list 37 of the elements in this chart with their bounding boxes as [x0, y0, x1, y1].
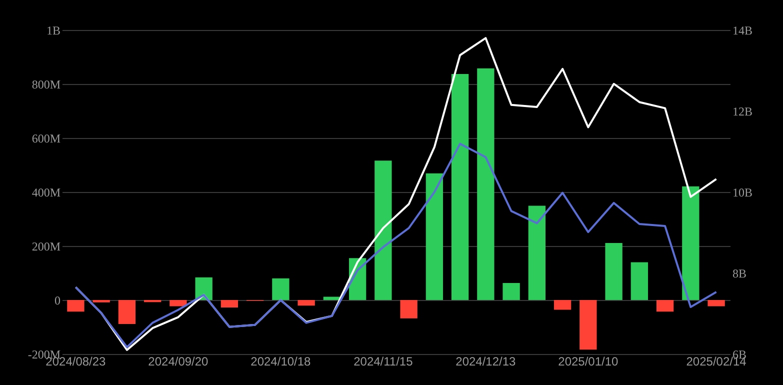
bar: [605, 243, 622, 300]
bar: [67, 300, 84, 312]
bar: [656, 300, 674, 312]
y-tick-label: 0: [54, 294, 60, 308]
y-tick-label: 800M: [32, 78, 61, 92]
y-tick-label: 200M: [32, 240, 61, 254]
x-tick-label: 2024/11/15: [354, 354, 414, 368]
bar: [528, 206, 546, 300]
bar: [426, 173, 444, 300]
bar: [400, 300, 418, 318]
bar: [708, 300, 725, 306]
x-tick-label: 2024/09/20: [148, 354, 209, 368]
bar: [477, 68, 494, 300]
bar: [220, 300, 238, 308]
y-tick-label: 400M: [32, 186, 61, 200]
bar: [451, 74, 469, 300]
bar: [502, 282, 520, 300]
y-tick-label: 1B: [46, 24, 60, 38]
y2-tick-label: 12B: [732, 104, 753, 118]
x-tick-label: 2024/10/18: [250, 354, 312, 368]
bar: [170, 300, 187, 306]
bar: [630, 262, 648, 300]
bar: [682, 186, 700, 300]
bar: [298, 300, 315, 306]
line-series: [74, 142, 718, 348]
x-tick-label: 2025/01/10: [558, 354, 619, 368]
y-tick-label: 600M: [32, 132, 61, 146]
bar: [195, 277, 212, 300]
x-tick-label: 2024/12/13: [456, 354, 516, 368]
bar: [272, 278, 290, 300]
bar: [374, 160, 392, 300]
bar: [580, 300, 597, 350]
y2-tick-label: 14B: [732, 24, 753, 38]
y2-tick-label: 10B: [732, 186, 753, 200]
bar: [118, 300, 136, 324]
bar: [554, 300, 572, 310]
y2-tick-label: 8B: [732, 266, 747, 280]
